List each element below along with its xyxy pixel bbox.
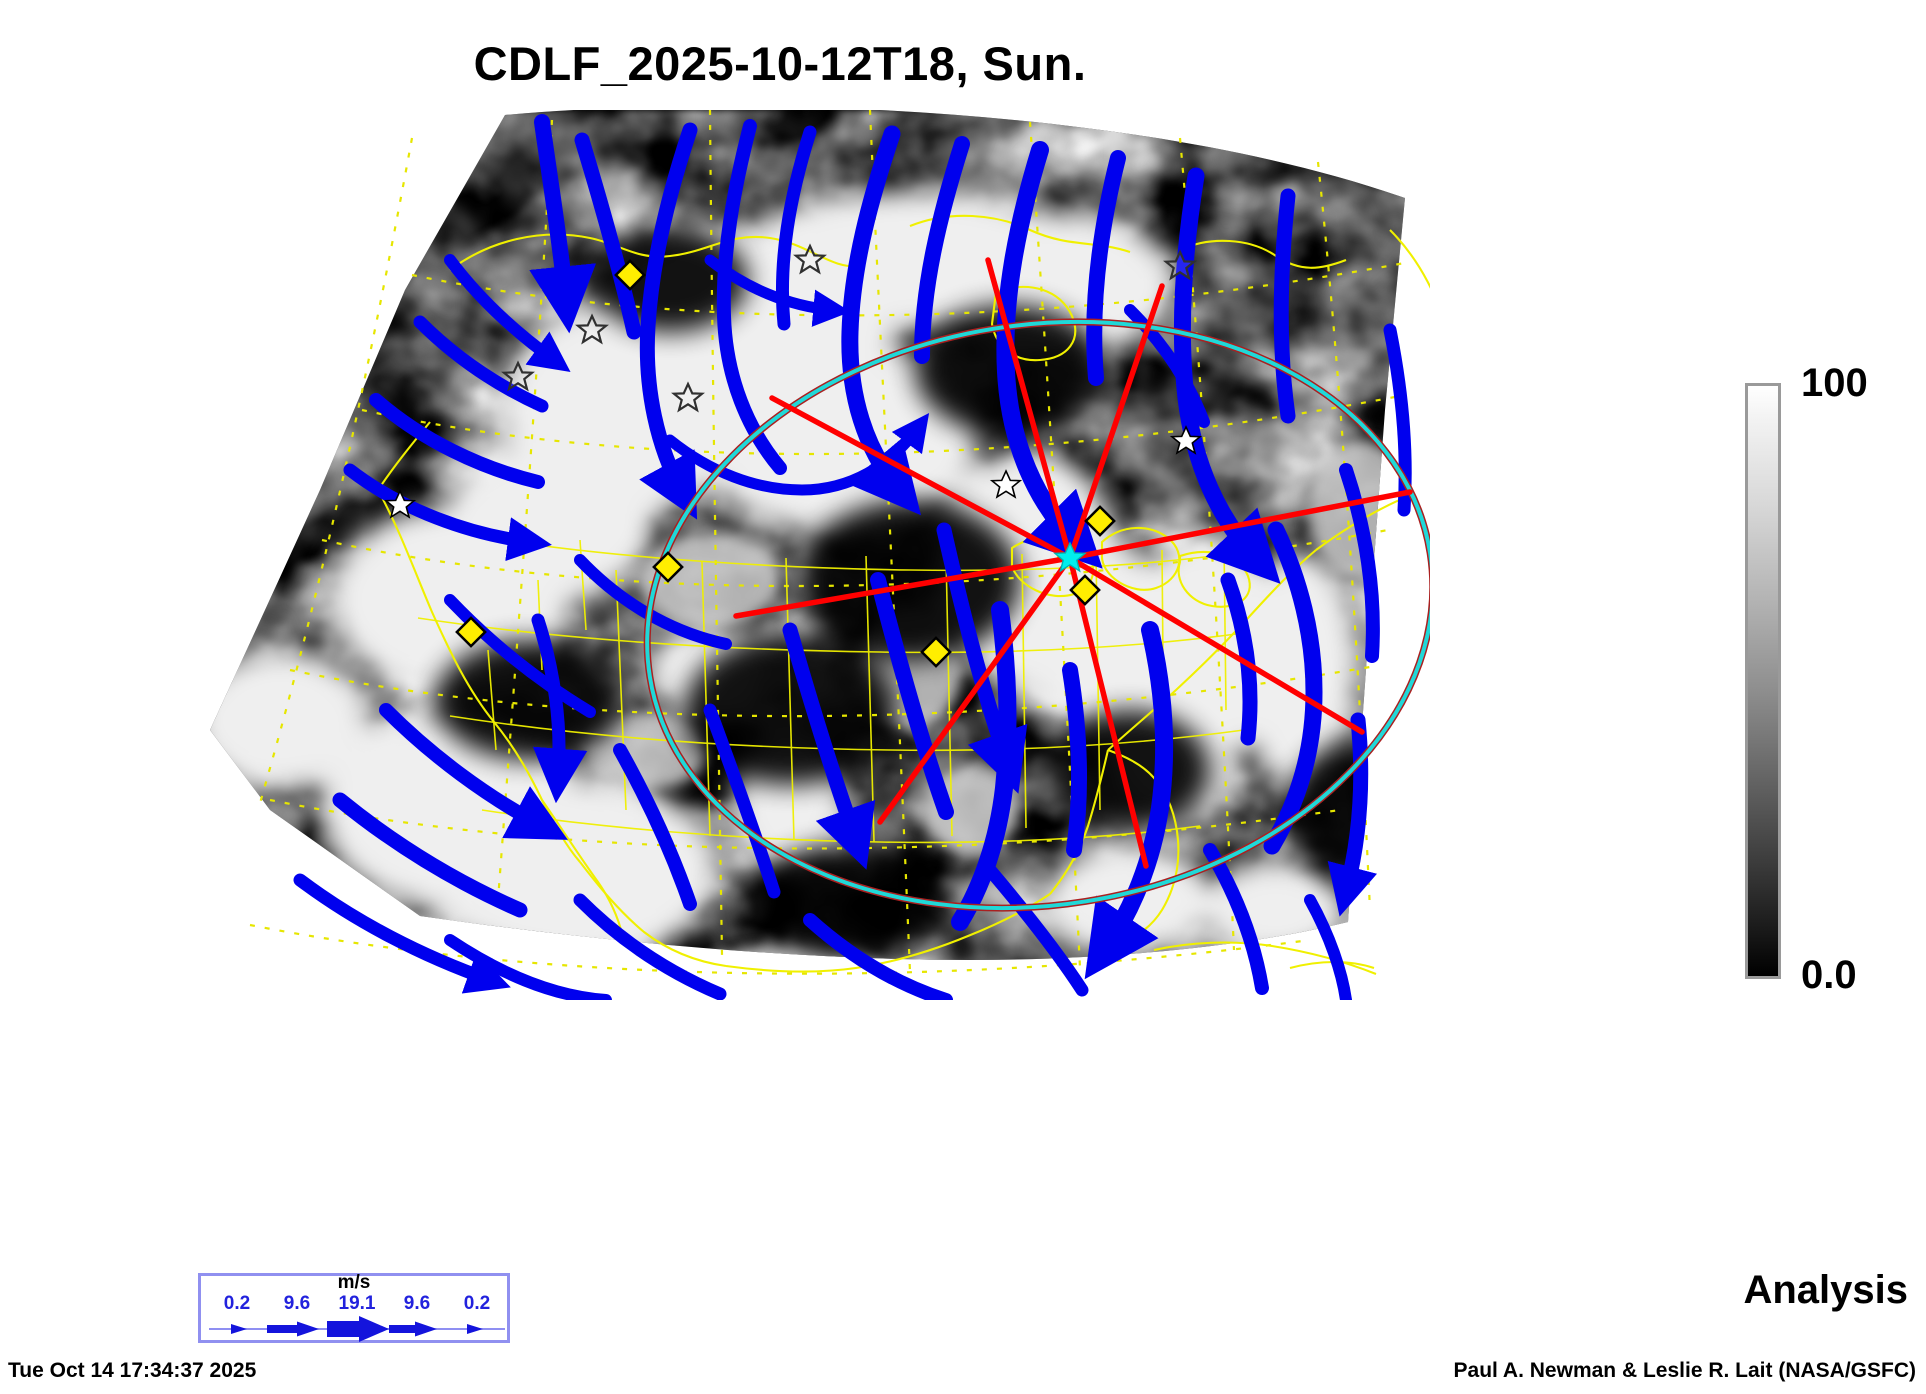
map-canvas[interactable] [150,110,1430,1000]
colorbar-gradient [1745,383,1781,979]
wind-legend-arrow-glyph [209,1316,505,1342]
wind-tick-1: 9.6 [283,1293,311,1314]
colorbar-max-label: 100 [1801,361,1868,405]
wind-legend-unit-label: m/s [337,1272,371,1293]
station-diamond-marker[interactable] [455,259,1116,668]
page-title: CDLF_2025-10-12T18, Sun. [473,37,1087,90]
range-ellipse [643,318,1430,912]
timestamp-label: Tue Oct 14 17:34:37 2025 [8,1359,257,1382]
site-star-marker-open[interactable] [501,243,1197,413]
flight-tracks[interactable] [733,257,1413,869]
wind-tick-3: 9.6 [403,1293,431,1314]
colorbar: 100 0.0 [1745,361,1925,997]
wind-tick-4: 0.2 [463,1293,491,1314]
colorbar-min-label: 0.0 [1801,953,1857,997]
center-star-marker[interactable] [1053,541,1087,573]
analysis-label: Analysis [1743,1268,1908,1312]
credit-label: Paul A. Newman & Leslie R. Lait (NASA/GS… [1453,1359,1916,1382]
site-star-marker-filled[interactable] [383,425,1203,519]
map-markers[interactable] [383,243,1203,668]
wind-tick-0: 0.2 [223,1293,251,1314]
wind-speed-legend: m/s 0.2 9.6 19.1 9.6 0.2 [198,1272,510,1343]
wind-tick-2: 19.1 [338,1293,376,1314]
wind-legend-tick-labels: 0.2 9.6 19.1 9.6 0.2 [207,1293,507,1315]
map-panel[interactable] [150,110,1430,1000]
